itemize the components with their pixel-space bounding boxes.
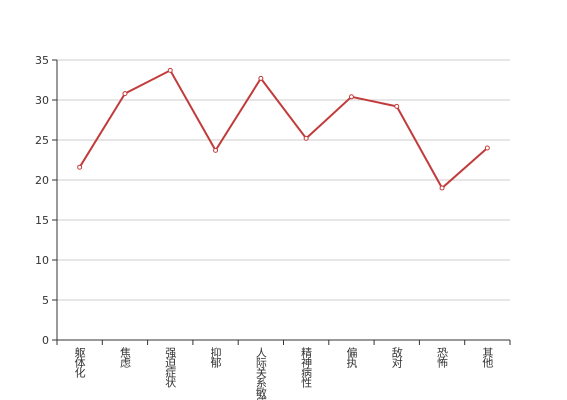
x-tick-label: 人际关系敏感 (254, 347, 267, 400)
y-tick-label: 20 (35, 174, 49, 187)
x-tick-label: 躯体化 (73, 347, 86, 379)
point (122, 91, 128, 97)
line (78, 69, 489, 190)
y-tick-label: 5 (42, 294, 49, 307)
y-tick-label: 35 (35, 54, 49, 67)
point (77, 164, 83, 170)
y-tick-label: 30 (35, 94, 49, 107)
point (213, 147, 219, 153)
x-tick-label: 焦虑 (118, 347, 131, 368)
point (484, 145, 490, 151)
point (394, 103, 400, 109)
x-tick-label: 抑郁 (209, 346, 222, 368)
point (258, 75, 264, 81)
y-tick-label: 15 (35, 214, 49, 227)
y-tick-label: 0 (42, 334, 49, 347)
x-tick-label: 其他 (481, 347, 494, 368)
point (348, 94, 354, 100)
y-tick-label: 10 (35, 254, 49, 267)
point (439, 185, 445, 191)
point (303, 135, 309, 141)
x-tick-label: 精神病性 (300, 347, 313, 389)
x-tick-label: 偏执 (345, 346, 358, 369)
x-tick-label: 恐怖 (436, 347, 449, 368)
point (167, 67, 173, 73)
x-tick-label: 敌对 (390, 346, 403, 368)
y-tick-label: 25 (35, 134, 49, 147)
x-tick-label: 强迫症状 (164, 347, 177, 388)
